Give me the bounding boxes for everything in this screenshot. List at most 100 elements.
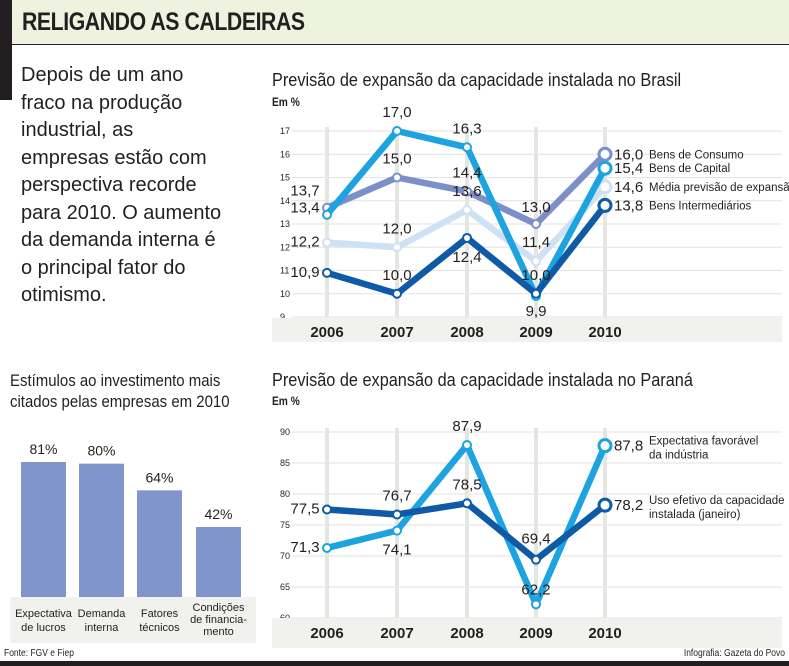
parana-point-uso_efetivo: [597, 497, 613, 513]
brasil-x-tick-label: 2009: [519, 324, 552, 341]
intro-line: industrial, as: [21, 119, 134, 141]
brasil-x-axis-band: [272, 318, 782, 342]
parana-x-tick-label: 2008: [450, 625, 483, 642]
brasil-point-media: [462, 205, 472, 216]
brasil-data-label: 12,0: [382, 220, 411, 237]
parana-data-label: 71,3: [290, 539, 319, 556]
brasil-y-tick-label: 12: [280, 242, 290, 252]
brasil-legend-label: Bens Intermediários: [649, 200, 752, 212]
parana-point-expectativa: [322, 542, 332, 553]
bar-value-label: 81%: [29, 441, 57, 457]
intro-line: da demanda interna é: [21, 229, 216, 251]
parana-x-tick-label: 2009: [519, 625, 552, 642]
parana-point-uso_efetivo: [322, 504, 332, 515]
brasil-point-bens_intermediarios: [462, 232, 472, 243]
brasil-point-bens_intermediarios: [597, 197, 613, 213]
intro-text: Depois de um ano fraco na produção indus…: [21, 62, 261, 310]
brasil-point-bens_consumo: [462, 186, 472, 197]
brasil-data-label: 17,0: [382, 104, 411, 121]
intro-line: perspectiva recorde: [21, 174, 197, 196]
brasil-point-media: [597, 179, 613, 195]
intro-line: o principal fator do: [21, 256, 186, 279]
parana-y-tick-label: 90: [280, 427, 290, 437]
parana-y-tick-label: 85: [280, 458, 290, 468]
brasil-x-tick-label: 2008: [450, 324, 483, 341]
parana-x-tick-label: 2010: [588, 625, 621, 642]
brasil-legend-label: Bens de Capital: [649, 163, 730, 175]
bar-0: [21, 462, 66, 597]
bar-category-label: Demanda: [78, 608, 127, 620]
brasil-x-tick-label: 2006: [310, 324, 343, 341]
brasil-point-bens_capital: [322, 209, 332, 220]
parana-legend-label: Expectativa favorável: [649, 436, 758, 448]
bar-category-label: Condições: [193, 602, 245, 614]
header-band: [0, 0, 789, 45]
brasil-end-value-label: 15,4: [614, 160, 643, 177]
bar-category-label: interna: [85, 622, 120, 634]
parana-point-expectativa: [462, 440, 472, 451]
brasil-end-value-label: 16,0: [614, 146, 643, 163]
bar-value-label: 64%: [145, 469, 173, 485]
header-accent-bar: [0, 0, 12, 100]
brasil-data-label: 10,9: [290, 264, 319, 281]
parana-data-label: 69,4: [521, 531, 550, 548]
brasil-x-tick-label: 2010: [588, 324, 621, 341]
brasil-point-bens_capital: [597, 160, 613, 176]
parana-point-expectativa: [531, 599, 541, 610]
intro-line: otimismo.: [21, 284, 107, 306]
brasil-data-label: 10,0: [382, 267, 411, 284]
intro-line: empresas estão com: [21, 146, 207, 169]
brasil-data-label: 11,4: [522, 234, 550, 251]
bar-category-label: de financia-: [190, 614, 247, 626]
parana-y-tick-label: 80: [280, 489, 290, 499]
bar-value-label: 42%: [204, 506, 232, 522]
brasil-data-label: 13,4: [290, 200, 319, 217]
brasil-data-label: 13,6: [452, 183, 481, 200]
brasil-x-tick-label: 2007: [380, 324, 413, 341]
parana-end-value-label: 78,2: [614, 497, 643, 514]
brasil-data-label: 12,2: [290, 234, 319, 251]
brasil-point-media: [322, 237, 332, 248]
brasil-point-media: [531, 256, 541, 267]
brasil-point-bens_capital: [462, 142, 472, 153]
parana-point-uso_efetivo: [531, 554, 541, 565]
parana-data-label: 74,1: [382, 542, 411, 559]
brasil-y-tick-label: 16: [280, 149, 290, 159]
parana-x-axis-band: [272, 618, 782, 648]
brasil-y-tick-label: 14: [280, 196, 290, 206]
bar-chart-title-line: citados pelas empresas em 2010: [10, 392, 230, 411]
parana-chart-title: Previsão de expansão da capacidade insta…: [272, 369, 693, 390]
brasil-point-bens_consumo: [531, 219, 541, 229]
parana-point-expectativa: [392, 525, 402, 536]
bar-2: [137, 490, 182, 597]
bar-3: [196, 527, 241, 597]
parana-y-tick-label: 70: [280, 551, 290, 561]
parana-point-uso_efetivo: [462, 498, 472, 509]
intro-line: Depois de um ano: [21, 64, 184, 86]
brasil-data-label: 16,3: [452, 120, 481, 137]
source-note: Fonte: FGV e Fiep: [4, 648, 74, 659]
brasil-y-tick-label: 15: [280, 173, 290, 183]
brasil-point-bens_consumo: [392, 172, 402, 183]
parana-legend-label: instalada (janeiro): [649, 509, 741, 521]
parana-y-tick-label: 65: [280, 582, 290, 592]
brasil-y-tick-label: 10: [280, 289, 290, 299]
bar-category-label: Fatores: [141, 608, 179, 620]
bar-category-label: Expectativa: [15, 608, 73, 620]
brasil-data-label: 13,0: [521, 199, 550, 216]
bar-value-label: 80%: [87, 443, 115, 459]
parana-data-label: 62,2: [521, 581, 550, 598]
brasil-chart-unit: Em %: [272, 95, 300, 109]
parana-y-tick-label: 75: [280, 520, 290, 530]
bar-category-label: mento: [203, 626, 234, 638]
brasil-data-label: 9,9: [526, 303, 547, 320]
brasil-legend-label: Média previsão de expansão: [649, 182, 789, 194]
brasil-y-tick-label: 13: [280, 219, 290, 229]
brasil-y-tick-label: 17: [280, 126, 290, 136]
brasil-end-value-label: 14,6: [614, 179, 643, 196]
parana-data-label: 87,9: [452, 418, 481, 435]
brasil-legend-label: Bens de Consumo: [649, 149, 744, 161]
parana-point-expectativa: [597, 438, 613, 454]
intro-line: para 2010. O aumento: [21, 201, 222, 224]
brasil-point-bens_capital: [392, 126, 402, 136]
